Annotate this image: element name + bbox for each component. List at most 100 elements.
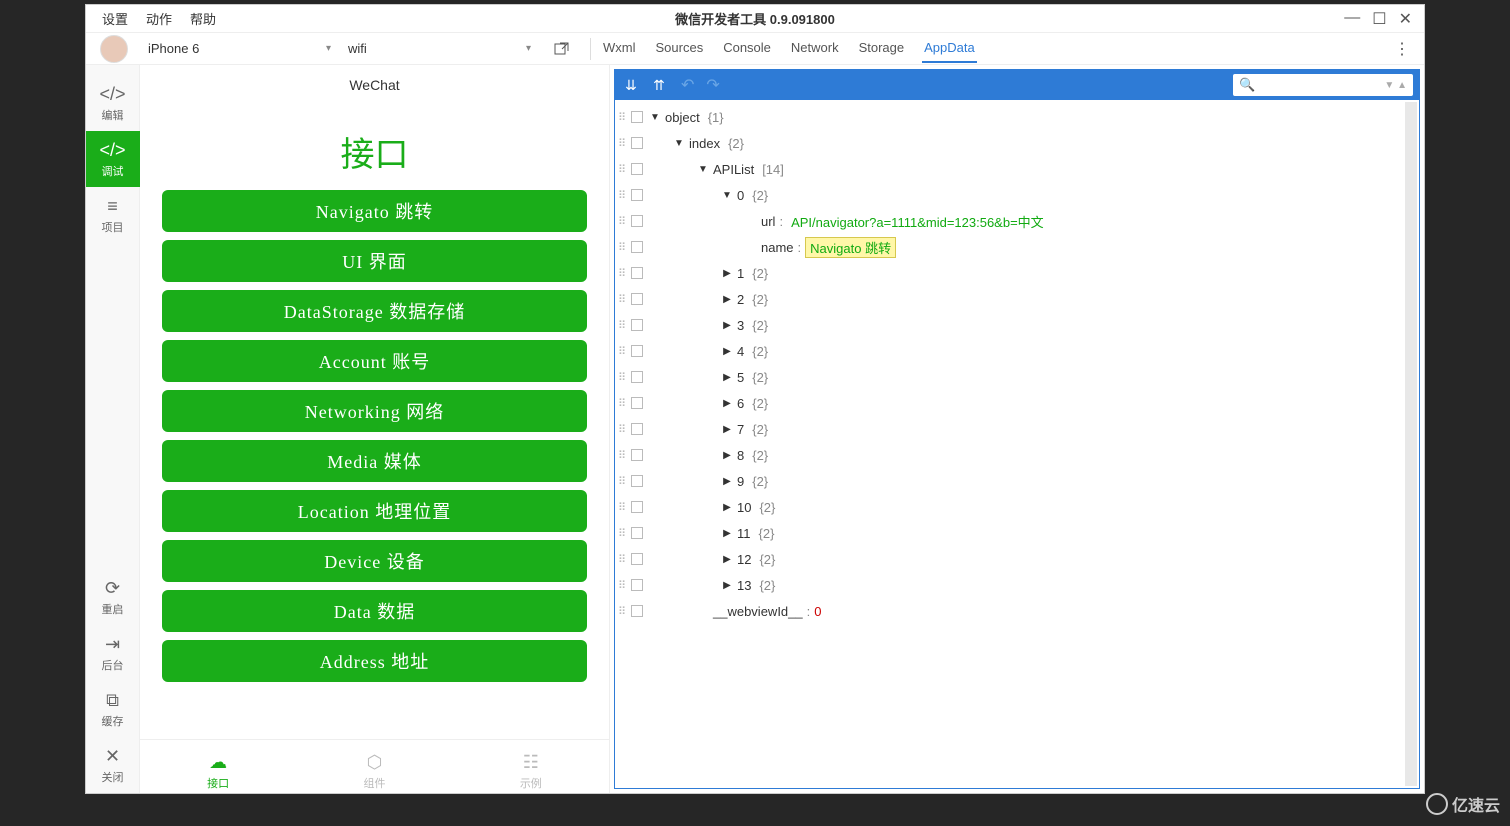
tree-row[interactable]: ⠿__webviewId__:0 xyxy=(615,598,1419,624)
tree-row[interactable]: ⠿url:API/navigator?a=1111&mid=123:56&b=中… xyxy=(615,208,1419,234)
checkbox[interactable] xyxy=(631,475,643,487)
disclosure-arrow-icon[interactable] xyxy=(721,372,733,383)
disclosure-arrow-icon[interactable] xyxy=(721,346,733,357)
tree-row[interactable]: ⠿9{2} xyxy=(615,468,1419,494)
disclosure-arrow-icon[interactable] xyxy=(649,112,661,123)
checkbox[interactable] xyxy=(631,605,643,617)
tab-sources[interactable]: Sources xyxy=(654,34,706,63)
footer-tab-sample[interactable]: ☷ 示例 xyxy=(520,752,542,791)
api-button[interactable]: Data 数据 xyxy=(162,590,587,632)
close-icon[interactable]: ✕ xyxy=(1399,9,1412,29)
tree-row[interactable]: ⠿index{2} xyxy=(615,130,1419,156)
sidebar-item-cache[interactable]: ⧉ 缓存 xyxy=(86,681,140,737)
maximize-icon[interactable]: ☐ xyxy=(1372,9,1386,29)
tree-row[interactable]: ⠿7{2} xyxy=(615,416,1419,442)
tab-wxml[interactable]: Wxml xyxy=(601,34,638,63)
scrollbar[interactable] xyxy=(1405,102,1417,786)
checkbox[interactable] xyxy=(631,319,643,331)
footer-tab-api[interactable]: ☁ 接口 xyxy=(207,752,229,791)
disclosure-arrow-icon[interactable] xyxy=(721,580,733,591)
sidebar-item-close[interactable]: ✕ 关闭 xyxy=(86,737,140,793)
checkbox[interactable] xyxy=(631,293,643,305)
collapse-all-icon[interactable]: ⇈ xyxy=(649,75,669,95)
api-button[interactable]: Location 地理位置 xyxy=(162,490,587,532)
checkbox[interactable] xyxy=(631,345,643,357)
sidebar-item-restart[interactable]: ⟳ 重启 xyxy=(86,569,140,625)
checkbox[interactable] xyxy=(631,397,643,409)
checkbox[interactable] xyxy=(631,111,643,123)
api-button[interactable]: UI 界面 xyxy=(162,240,587,282)
checkbox[interactable] xyxy=(631,267,643,279)
menu-action[interactable]: 动作 xyxy=(146,9,172,28)
tree-row[interactable]: ⠿11{2} xyxy=(615,520,1419,546)
tree-row[interactable]: ⠿1{2} xyxy=(615,260,1419,286)
popout-icon[interactable] xyxy=(554,41,572,57)
tree-row[interactable]: ⠿3{2} xyxy=(615,312,1419,338)
tree-row[interactable]: ⠿5{2} xyxy=(615,364,1419,390)
checkbox[interactable] xyxy=(631,579,643,591)
tree-row[interactable]: ⠿8{2} xyxy=(615,442,1419,468)
appdata-tree[interactable]: ⠿object{1}⠿index{2}⠿APIList[14]⠿0{2}⠿url… xyxy=(615,100,1419,788)
checkbox[interactable] xyxy=(631,501,643,513)
disclosure-arrow-icon[interactable] xyxy=(721,190,733,201)
checkbox[interactable] xyxy=(631,137,643,149)
sidebar-item-project[interactable]: ≡ 项目 xyxy=(86,187,140,243)
avatar[interactable] xyxy=(100,35,128,63)
disclosure-arrow-icon[interactable] xyxy=(721,424,733,435)
tree-row[interactable]: ⠿APIList[14] xyxy=(615,156,1419,182)
checkbox[interactable] xyxy=(631,449,643,461)
tab-appdata[interactable]: AppData xyxy=(922,34,977,63)
kebab-menu-icon[interactable]: ⋮ xyxy=(1380,39,1424,59)
api-button[interactable]: Navigato 跳转 xyxy=(162,190,587,232)
checkbox[interactable] xyxy=(631,163,643,175)
api-button[interactable]: Address 地址 xyxy=(162,640,587,682)
device-dropdown[interactable]: iPhone 6 ▾ xyxy=(142,41,342,56)
tree-row[interactable]: ⠿4{2} xyxy=(615,338,1419,364)
checkbox[interactable] xyxy=(631,241,643,253)
checkbox[interactable] xyxy=(631,215,643,227)
disclosure-arrow-icon[interactable] xyxy=(697,164,709,175)
checkbox[interactable] xyxy=(631,189,643,201)
tab-console[interactable]: Console xyxy=(721,34,773,63)
tab-network[interactable]: Network xyxy=(789,34,841,63)
footer-tab-component[interactable]: ⬡ 组件 xyxy=(363,752,385,791)
sidebar-item-background[interactable]: ⇥ 后台 xyxy=(86,625,140,681)
disclosure-arrow-icon[interactable] xyxy=(721,294,733,305)
disclosure-arrow-icon[interactable] xyxy=(721,268,733,279)
disclosure-arrow-icon[interactable] xyxy=(721,554,733,565)
disclosure-arrow-icon[interactable] xyxy=(721,502,733,513)
expand-all-icon[interactable]: ⇊ xyxy=(621,75,641,95)
minimize-icon[interactable]: — xyxy=(1344,9,1360,29)
checkbox[interactable] xyxy=(631,371,643,383)
tree-row[interactable]: ⠿12{2} xyxy=(615,546,1419,572)
network-dropdown[interactable]: wifi ▾ xyxy=(342,41,542,56)
disclosure-arrow-icon[interactable] xyxy=(721,320,733,331)
api-button[interactable]: Networking 网络 xyxy=(162,390,587,432)
redo-icon[interactable]: ↷ xyxy=(706,75,719,95)
tree-row[interactable]: ⠿6{2} xyxy=(615,390,1419,416)
api-button[interactable]: Account 账号 xyxy=(162,340,587,382)
undo-icon[interactable]: ↶ xyxy=(681,75,694,95)
checkbox[interactable] xyxy=(631,553,643,565)
tree-row[interactable]: ⠿13{2} xyxy=(615,572,1419,598)
tree-row[interactable]: ⠿0{2} xyxy=(615,182,1419,208)
api-list[interactable]: Navigato 跳转 UI 界面 DataStorage 数据存储 Account … xyxy=(140,190,609,739)
disclosure-arrow-icon[interactable] xyxy=(673,138,685,149)
api-button[interactable]: Media 媒体 xyxy=(162,440,587,482)
menu-settings[interactable]: 设置 xyxy=(102,9,128,28)
tree-row[interactable]: ⠿2{2} xyxy=(615,286,1419,312)
api-button[interactable]: DataStorage 数据存储 xyxy=(162,290,587,332)
tab-storage[interactable]: Storage xyxy=(857,34,907,63)
search-input[interactable]: 🔍 ▼ ▲ xyxy=(1233,74,1413,96)
tree-row[interactable]: ⠿10{2} xyxy=(615,494,1419,520)
sidebar-item-edit[interactable]: </> 编辑 xyxy=(86,75,140,131)
tree-row[interactable]: ⠿name:Navigato 跳转 xyxy=(615,234,1419,260)
disclosure-arrow-icon[interactable] xyxy=(721,476,733,487)
disclosure-arrow-icon[interactable] xyxy=(721,398,733,409)
menu-help[interactable]: 帮助 xyxy=(190,9,216,28)
sidebar-item-debug[interactable]: </> 调试 xyxy=(86,131,140,187)
disclosure-arrow-icon[interactable] xyxy=(721,450,733,461)
disclosure-arrow-icon[interactable] xyxy=(721,528,733,539)
checkbox[interactable] xyxy=(631,527,643,539)
api-button[interactable]: Device 设备 xyxy=(162,540,587,582)
